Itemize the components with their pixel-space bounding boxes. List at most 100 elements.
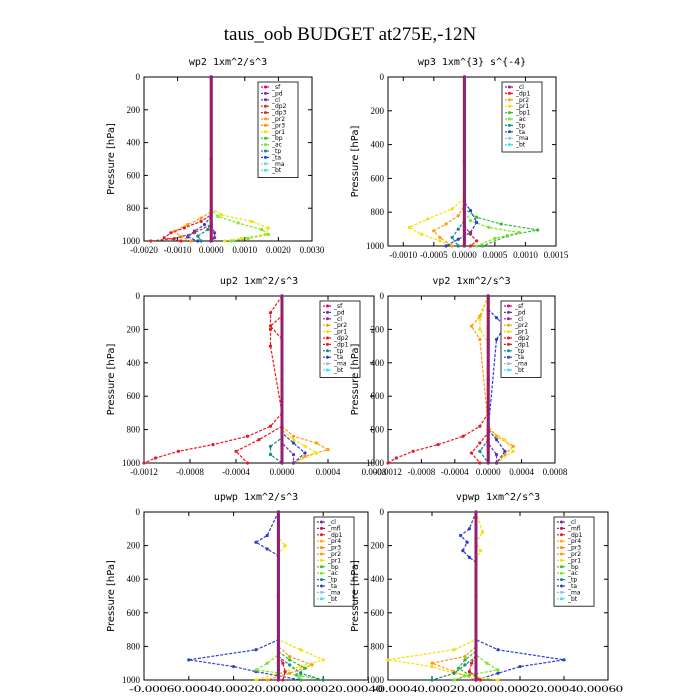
zero-line-marker bbox=[463, 160, 466, 163]
zero-line-marker bbox=[280, 323, 284, 327]
legend-marker bbox=[560, 590, 563, 594]
panel-title: wp3 1xm^{3} s^{-4} bbox=[418, 57, 526, 68]
legend-label: _ta bbox=[333, 354, 343, 361]
x-tick-label: 0.0008 bbox=[543, 467, 568, 477]
series-point-pr1 bbox=[452, 648, 456, 652]
series-point-ac bbox=[487, 225, 491, 230]
series-point-dp1 bbox=[474, 239, 479, 243]
series-point-ac bbox=[246, 236, 250, 241]
zero-line-marker bbox=[486, 323, 490, 327]
y-tick-label: 800 bbox=[371, 641, 385, 651]
zero-line-marker bbox=[486, 390, 490, 394]
chart-panel-6: vpwp 1xm^2/s^3 0 200 400 600 800 1000-0.00040.… bbox=[350, 492, 624, 694]
series-point-dp2 bbox=[268, 311, 273, 315]
series-point-dp2 bbox=[162, 236, 166, 240]
series-point-pr2 bbox=[478, 337, 482, 342]
zero-line-marker bbox=[474, 582, 478, 585]
series-point-dp1 bbox=[245, 461, 250, 465]
zero-line-marker bbox=[280, 424, 284, 427]
zero-line-marker bbox=[474, 645, 478, 648]
legend-label: _pr1 bbox=[271, 129, 285, 136]
zero-line-marker bbox=[277, 582, 280, 585]
x-tick-label: -0.0010 bbox=[164, 245, 192, 255]
zero-line-marker bbox=[474, 598, 478, 602]
x-tick-label: 0.0030 bbox=[300, 245, 325, 255]
legend-label: _bt bbox=[567, 596, 578, 603]
zero-line-marker bbox=[486, 403, 490, 406]
legend-marker bbox=[507, 362, 510, 366]
series-point-ac bbox=[236, 221, 240, 225]
legend-label: _dp1 bbox=[567, 532, 583, 539]
y-tick-label: 0 bbox=[380, 72, 385, 82]
series-point-tp bbox=[299, 671, 303, 675]
zero-line-marker bbox=[209, 129, 213, 132]
zero-line-marker bbox=[474, 544, 478, 547]
zero-line-marker bbox=[280, 369, 284, 373]
zero-line-marker bbox=[277, 527, 280, 531]
zero-line-marker bbox=[209, 170, 213, 173]
zero-line-marker bbox=[474, 510, 478, 514]
zero-line-marker bbox=[209, 141, 213, 144]
series-point-tp bbox=[196, 234, 200, 238]
legend-marker bbox=[560, 571, 563, 575]
series-point-bp bbox=[299, 678, 303, 682]
zero-line-marker bbox=[463, 215, 466, 218]
legend-marker bbox=[560, 578, 563, 582]
series-line-dp2 bbox=[387, 296, 489, 464]
zero-line-marker bbox=[474, 594, 478, 598]
legend-marker bbox=[264, 98, 267, 102]
legend-label: _sf bbox=[514, 303, 524, 310]
zero-line-marker bbox=[474, 586, 478, 589]
legend-marker bbox=[507, 336, 510, 340]
zero-line-marker bbox=[280, 340, 284, 344]
zero-line-marker bbox=[280, 303, 284, 306]
zero-line-marker bbox=[474, 649, 478, 652]
series-point-dp1 bbox=[281, 678, 285, 682]
series-point-pr2 bbox=[456, 213, 460, 218]
series-point-pr1 bbox=[386, 658, 390, 662]
zero-line-marker bbox=[277, 607, 280, 610]
legend: _sf_pd_cl_pr2_pr1_dp2_dp1_tp_ta_ma_bt bbox=[500, 300, 542, 378]
zero-line-marker bbox=[209, 198, 213, 202]
zero-line-marker bbox=[486, 457, 490, 461]
zero-line-marker bbox=[209, 79, 213, 83]
series-point-dp1 bbox=[470, 661, 474, 665]
zero-line-marker bbox=[280, 394, 284, 398]
zero-line-marker bbox=[209, 186, 213, 189]
zero-line-marker bbox=[486, 294, 490, 298]
zero-line-marker bbox=[486, 415, 490, 419]
y-tick-label: 1000 bbox=[366, 458, 385, 468]
zero-line-marker bbox=[463, 240, 466, 244]
zero-line-marker bbox=[277, 661, 280, 665]
series-point-dp1 bbox=[257, 438, 261, 442]
zero-line-marker bbox=[486, 428, 490, 431]
legend-label: _pr2 bbox=[271, 116, 285, 123]
zero-line-marker bbox=[463, 219, 466, 222]
legend-label: _pr3 bbox=[327, 545, 341, 552]
series-point-dp2 bbox=[179, 239, 183, 243]
legend-marker bbox=[264, 162, 267, 166]
legend-marker bbox=[264, 155, 267, 159]
legend-label: _dp1 bbox=[333, 341, 349, 348]
zero-line-marker bbox=[277, 514, 280, 518]
legend-label: _bp bbox=[567, 564, 579, 571]
zero-line-marker bbox=[474, 523, 478, 526]
series-point-pr2 bbox=[430, 661, 434, 665]
series-point-ac bbox=[496, 668, 500, 672]
series-point-pr1 bbox=[450, 207, 454, 211]
zero-line-marker bbox=[474, 653, 478, 657]
series-point-pd bbox=[494, 461, 499, 465]
series-point-tp bbox=[452, 671, 456, 675]
legend-marker bbox=[320, 558, 323, 562]
legend-label: _cl bbox=[515, 84, 524, 91]
series-line-tp bbox=[431, 512, 477, 681]
series-point-pd bbox=[291, 453, 296, 457]
legend-marker bbox=[264, 91, 267, 95]
zero-line-marker bbox=[463, 185, 466, 189]
legend-label: _bt bbox=[333, 367, 344, 374]
legend-marker bbox=[320, 584, 323, 588]
series-point-dp1 bbox=[467, 670, 471, 674]
series-point-ta bbox=[291, 441, 296, 445]
zero-line-marker bbox=[277, 670, 280, 673]
zero-line-marker bbox=[474, 674, 478, 678]
